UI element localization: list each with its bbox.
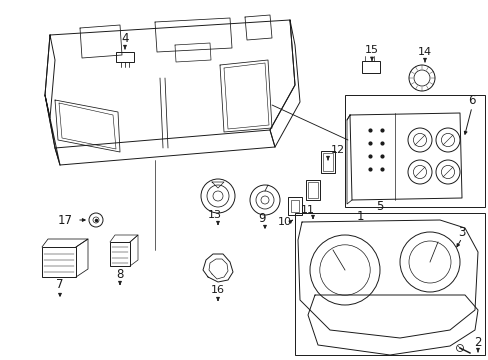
Bar (294, 213, 484, 355)
Bar (110, 242, 130, 266)
Bar (323, 153, 332, 171)
Text: 1: 1 (356, 211, 363, 224)
Text: 5: 5 (376, 201, 383, 213)
Text: 8: 8 (116, 269, 123, 282)
Text: 6: 6 (468, 94, 475, 108)
Text: 14: 14 (417, 47, 431, 57)
Text: 15: 15 (364, 45, 378, 55)
Bar (307, 182, 317, 198)
Bar (116, 52, 134, 62)
Text: 2: 2 (473, 336, 481, 348)
Text: 13: 13 (207, 210, 222, 220)
Bar (287, 197, 302, 215)
Bar (305, 180, 319, 200)
Text: 9: 9 (258, 211, 265, 225)
Text: 7: 7 (56, 279, 63, 292)
Bar (320, 151, 334, 173)
Text: 10: 10 (278, 217, 291, 227)
Text: 12: 12 (330, 145, 345, 155)
Text: 16: 16 (210, 285, 224, 295)
Text: 17: 17 (58, 213, 72, 226)
Text: 11: 11 (301, 205, 314, 215)
Bar (42, 247, 76, 277)
Text: 3: 3 (457, 226, 465, 239)
Text: 4: 4 (121, 31, 128, 45)
Bar (361, 61, 379, 73)
Bar (290, 200, 298, 212)
Bar (345, 95, 484, 207)
